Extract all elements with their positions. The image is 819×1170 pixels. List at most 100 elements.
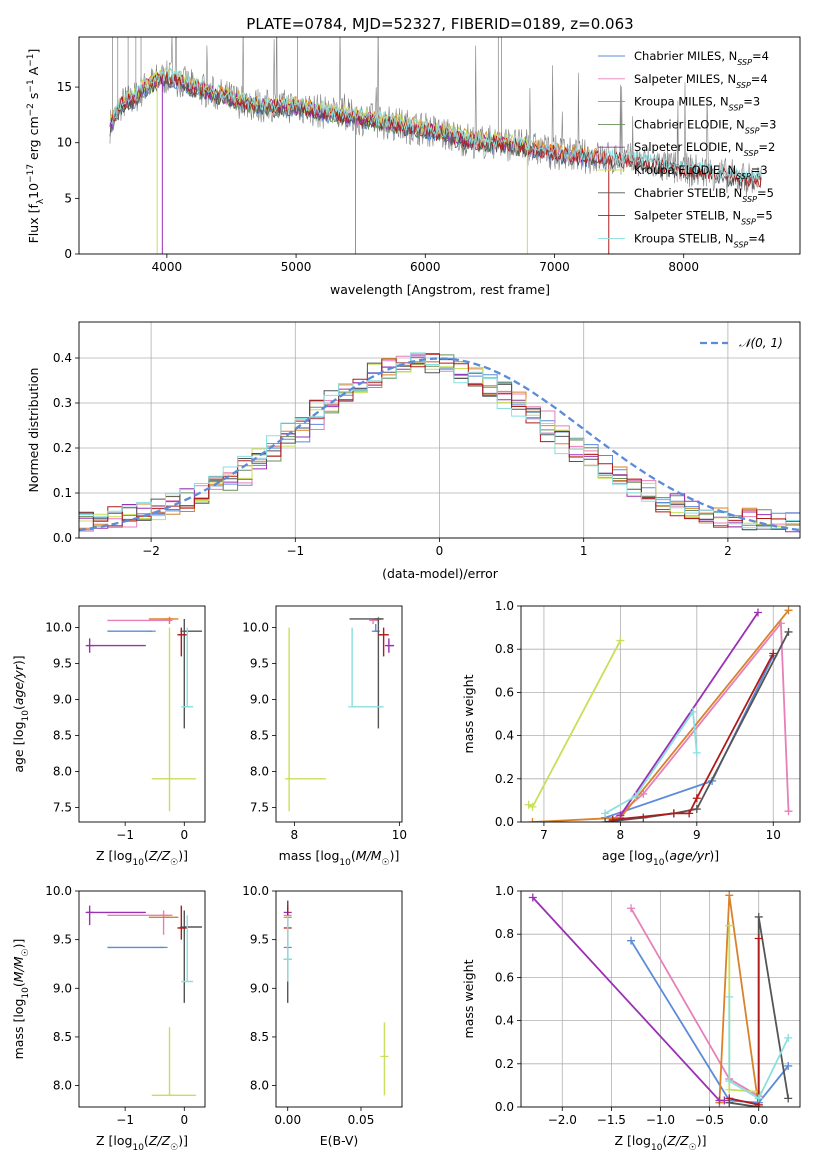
x-axis-label: wavelength [Angstrom, rest frame]	[330, 282, 550, 297]
legend-label: Salpeter STELIB, NSSP=5	[634, 209, 773, 227]
x-tick-label: −2	[142, 544, 160, 558]
spectrum-legend: Chabrier MILES, NSSP=4 Salpeter MILES, NS…	[598, 49, 776, 249]
weight-point-krou_miles	[784, 606, 793, 615]
x-tick-label: −1	[286, 544, 304, 558]
x-tick-label: 2	[724, 544, 732, 558]
y-tick-label: 8.5	[53, 1030, 72, 1044]
y-tick-label: 9.0	[250, 693, 269, 707]
weight-point-salp_miles	[627, 904, 636, 913]
y-tick-label: 0.4	[495, 729, 514, 743]
x-tick-label: 9	[693, 828, 701, 842]
x-tick-label: 6000	[410, 260, 441, 274]
legend-label: Chabrier ELODIE, NSSP=3	[634, 117, 776, 135]
y-axis-label: mass weight	[461, 674, 476, 753]
x-tick-label: 10	[392, 828, 407, 842]
axes-frame	[520, 605, 801, 823]
weight-point-krou_stelib	[688, 707, 697, 716]
model-spectrum-salp_stelib	[109, 71, 762, 188]
y-axis-label: age [log10(age/yr)]	[11, 655, 31, 772]
plot-area	[285, 616, 395, 812]
legend-label: Salpeter MILES, NSSP=4	[634, 72, 768, 90]
weight-point-krou_elodie	[725, 1085, 734, 1094]
plot-area	[79, 352, 800, 533]
axes-frame	[78, 36, 801, 255]
weight-point-krou_stelib	[692, 748, 701, 757]
y-tick-label: 0.0	[495, 815, 514, 829]
grid	[521, 605, 800, 823]
weight-point-chab_miles	[784, 1061, 793, 1070]
axes: 8 10 7.5 8.0 8.5 9.0 9.5 10.0 mass [log10(M/M☉)]	[242, 605, 407, 868]
weight-point-krou_elodie	[616, 636, 625, 645]
legend-label: Salpeter ELODIE, NSSP=2	[634, 140, 775, 158]
weight-point-krou_elodie	[725, 921, 734, 930]
y-tick-label: 8.0	[250, 765, 269, 779]
x-tick-label: −1.5	[597, 1113, 626, 1127]
weight-point-salp_elodie	[528, 893, 537, 902]
x-tick-label: 8	[617, 828, 625, 842]
x-tick-label: 1	[580, 544, 588, 558]
y-tick-label: 8.0	[250, 1079, 269, 1093]
histogram-krou_stelib	[79, 352, 800, 529]
x-tick-label: −1	[116, 828, 134, 842]
y-tick-label: 0.3	[53, 396, 72, 410]
y-tick-label: 9.5	[250, 933, 269, 947]
x-tick-label: −1	[116, 1113, 134, 1127]
y-tick-label: 10	[57, 136, 72, 150]
weight-point-salp_stelib	[685, 809, 694, 818]
age-vs-mass-plot: 8 10 7.5 8.0 8.5 9.0 9.5 10.0 mass [log10(M/M☉)]	[242, 605, 407, 868]
weight-point-krou_stelib	[631, 792, 640, 801]
mass-vs-extinction-plot: 0.00 0.05 8.0 8.5 9.0 9.5 10.0 E(B-V)	[242, 884, 403, 1148]
weight-point-krou_elodie	[528, 802, 537, 811]
axes: −1 0 8.0 8.5 9.0 9.5 10.0 Z [log10(Z/Z☉)] mass […	[11, 884, 206, 1153]
y-axis-label: Normed distribution	[26, 368, 41, 493]
weight-point-chab_miles	[627, 936, 636, 945]
axes: −2.0 −1.5 −1.0 −0.5 0.0 0.0 0.2 0.4 0.6 0.8 1.0 Z […	[461, 884, 801, 1153]
legend-label: Kroupa MILES, NSSP=3	[634, 95, 760, 113]
x-tick-label: 8	[291, 828, 299, 842]
y-tick-label: 0.0	[495, 1100, 514, 1114]
weight-point-krou_stelib	[725, 992, 734, 1001]
weight-point-krou_stelib	[754, 1094, 763, 1103]
legend-label: Kroupa STELIB, NSSP=4	[634, 231, 765, 249]
weight-line-krou_stelib	[728, 996, 790, 1100]
y-tick-label: 15	[57, 80, 72, 94]
x-tick-label: 10	[766, 828, 781, 842]
y-tick-label: 9.0	[53, 693, 72, 707]
y-axis-label: mass [log10(M/M☉)]	[11, 939, 31, 1060]
weight-line-salp_miles	[630, 907, 760, 1105]
y-tick-label: 0.1	[53, 486, 72, 500]
y-tick-label: 8.5	[53, 729, 72, 743]
model-spectrum-krou_stelib	[109, 66, 762, 183]
y-tick-label: 0.0	[53, 531, 72, 545]
y-tick-label: 10.0	[242, 621, 269, 635]
legend-label: Kroupa ELODIE, NSSP=3	[634, 163, 768, 181]
x-tick-label: 4000	[152, 260, 183, 274]
weight-point-salp_elodie	[753, 608, 762, 617]
normal-curve	[79, 357, 800, 532]
weight-line-salp_elodie	[532, 896, 725, 1102]
weight-point-chab_stelib	[601, 818, 610, 822]
axes-frame	[275, 890, 403, 1108]
plot-area	[283, 900, 389, 1096]
weight-point-salp_stelib	[769, 649, 778, 658]
y-tick-label: 1.0	[495, 599, 514, 613]
x-axis-label: Z [log10(Z/Z☉)]	[96, 848, 188, 868]
y-tick-label: 9.5	[53, 657, 72, 671]
x-tick-label: −2.0	[548, 1113, 577, 1127]
x-tick-label: 0	[180, 828, 188, 842]
y-tick-label: 0.8	[495, 642, 514, 656]
y-tick-label: 9.0	[250, 981, 269, 995]
y-tick-label: 0.6	[495, 685, 514, 699]
y-tick-label: 0.6	[495, 970, 514, 984]
plot-area	[85, 616, 203, 812]
axes-frame	[78, 605, 206, 823]
histogram-salp_stelib	[79, 353, 800, 528]
x-tick-label: 7000	[539, 260, 570, 274]
x-tick-label: 5000	[281, 260, 312, 274]
weight-point-salp_stelib	[754, 934, 763, 943]
y-tick-label: 0.2	[495, 772, 514, 786]
x-axis-label: E(B-V)	[320, 1133, 359, 1148]
weight-line-salp_miles	[612, 620, 790, 821]
plot-area	[85, 905, 203, 1097]
